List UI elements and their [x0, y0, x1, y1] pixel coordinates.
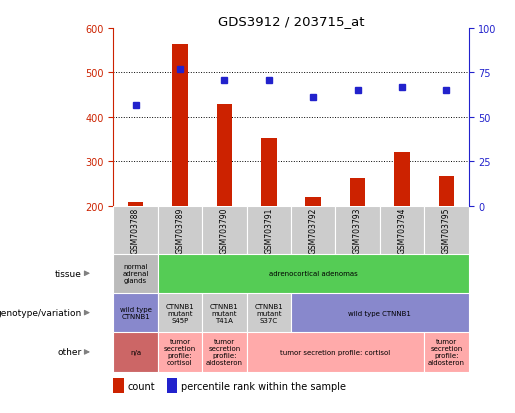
Text: GSM703795: GSM703795 [442, 207, 451, 254]
Bar [291, 206, 335, 254]
Bar [158, 332, 202, 372]
Text: adrenocortical adenomas: adrenocortical adenomas [269, 271, 357, 277]
Text: tissue: tissue [55, 269, 81, 278]
Bar [424, 332, 469, 372]
Text: CTNNB1
mutant
T41A: CTNNB1 mutant T41A [210, 303, 239, 323]
Text: n/a: n/a [130, 349, 141, 355]
Bar [305, 197, 321, 206]
Bar [439, 176, 454, 206]
Title: GDS3912 / 203715_at: GDS3912 / 203715_at [218, 15, 364, 28]
Text: tumor
secretion
profile:
aldosteron: tumor secretion profile: aldosteron [206, 339, 243, 366]
Text: GSM703790: GSM703790 [220, 207, 229, 254]
Text: percentile rank within the sample: percentile rank within the sample [181, 381, 346, 391]
Bar [113, 206, 158, 254]
Bar [291, 293, 469, 332]
Bar [158, 206, 202, 254]
Text: genotype/variation: genotype/variation [0, 309, 81, 317]
Bar [158, 293, 202, 332]
Text: CTNNB1
mutant
S37C: CTNNB1 mutant S37C [254, 303, 283, 323]
Bar [261, 139, 277, 206]
Bar [128, 202, 143, 206]
Text: count: count [128, 381, 155, 391]
Bar [247, 206, 291, 254]
Bar [424, 206, 469, 254]
Text: GSM703793: GSM703793 [353, 207, 362, 254]
Bar [172, 45, 187, 206]
Bar [335, 206, 380, 254]
Text: GSM703794: GSM703794 [398, 207, 406, 254]
Bar [247, 332, 424, 372]
Text: tumor
secretion
profile:
cortisol: tumor secretion profile: cortisol [164, 339, 196, 366]
Bar [202, 293, 247, 332]
Text: GSM703792: GSM703792 [308, 207, 318, 254]
Text: other: other [57, 348, 81, 356]
Bar [350, 179, 365, 206]
Bar [394, 152, 410, 206]
Text: tumor secretion profile: cortisol: tumor secretion profile: cortisol [280, 349, 390, 355]
Text: GSM703789: GSM703789 [176, 207, 184, 254]
Bar [202, 206, 247, 254]
Text: wild type CTNNB1: wild type CTNNB1 [348, 310, 411, 316]
Bar [113, 378, 124, 393]
Text: GSM703791: GSM703791 [264, 207, 273, 254]
Text: wild type
CTNNB1: wild type CTNNB1 [119, 306, 151, 319]
Bar [247, 293, 291, 332]
Text: GSM703788: GSM703788 [131, 207, 140, 253]
Bar [166, 378, 177, 393]
Bar [113, 332, 158, 372]
Bar [217, 104, 232, 206]
Text: normal
adrenal
glands: normal adrenal glands [123, 263, 149, 284]
Text: CTNNB1
mutant
S45P: CTNNB1 mutant S45P [165, 303, 194, 323]
Bar [158, 254, 469, 293]
Text: tumor
secretion
profile:
aldosteron: tumor secretion profile: aldosteron [428, 339, 465, 366]
Bar [113, 293, 158, 332]
Bar [202, 332, 247, 372]
Bar [380, 206, 424, 254]
Bar [113, 254, 158, 293]
